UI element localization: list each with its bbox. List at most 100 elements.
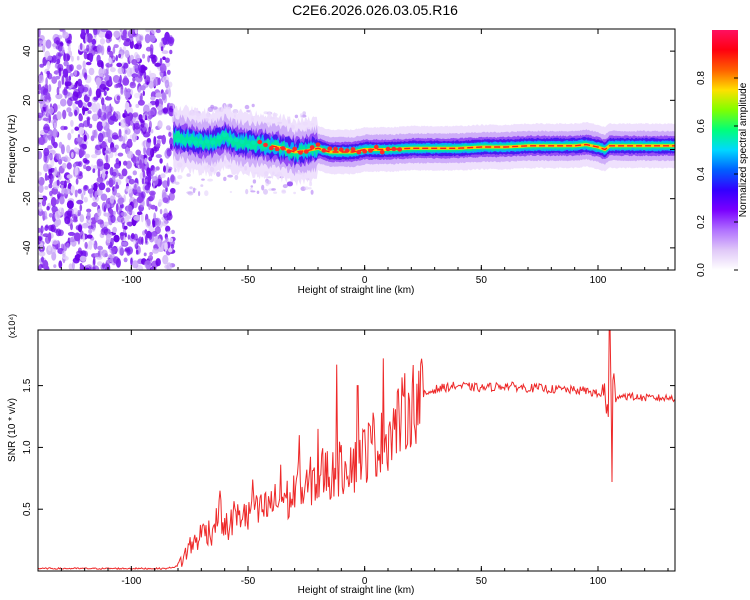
noise-speckle xyxy=(165,237,169,242)
noise-speckle xyxy=(43,154,48,163)
noise-speckle xyxy=(103,212,111,217)
noise-speckle xyxy=(132,112,139,118)
noise-speckle xyxy=(100,193,108,201)
ridge-dot xyxy=(344,148,350,153)
noise-speckle xyxy=(42,88,49,96)
noise-speckle xyxy=(69,33,72,38)
noise-speckle xyxy=(245,188,249,195)
spectrogram-y-label: Frequency (Hz) xyxy=(7,115,18,184)
noise-speckle xyxy=(126,204,133,215)
ridge-dot xyxy=(198,140,204,145)
noise-speckle xyxy=(78,161,83,167)
y-tick-label: 40 xyxy=(22,45,33,57)
noise-speckle xyxy=(64,156,71,163)
noise-speckle xyxy=(62,88,68,96)
noise-speckle xyxy=(95,144,103,151)
noise-speckle xyxy=(150,191,155,201)
noise-speckle xyxy=(69,73,74,77)
noise-speckle xyxy=(142,90,145,97)
ridge-dot xyxy=(356,150,362,155)
noise-speckle xyxy=(126,246,133,255)
noise-speckle xyxy=(132,155,137,164)
noise-speckle xyxy=(86,234,93,239)
noise-speckle xyxy=(38,171,42,177)
noise-speckle xyxy=(70,119,74,127)
noise-speckle xyxy=(132,132,137,143)
noise-speckle xyxy=(99,83,107,93)
noise-speckle xyxy=(129,119,133,126)
noise-speckle xyxy=(97,168,101,178)
noise-speckle xyxy=(227,174,234,178)
noise-speckle xyxy=(50,197,57,207)
noise-speckle xyxy=(117,197,124,205)
noise-speckle xyxy=(47,232,52,242)
noise-speckle xyxy=(61,187,68,197)
noise-speckle xyxy=(162,107,168,114)
noise-speckle xyxy=(74,166,79,176)
noise-speckle xyxy=(105,62,113,68)
noise-speckle xyxy=(79,73,83,79)
noise-speckle xyxy=(38,112,44,118)
noise-speckle xyxy=(127,138,132,143)
noise-speckle xyxy=(250,185,254,188)
ridge-dot xyxy=(338,147,344,152)
noise-speckle xyxy=(82,157,88,164)
noise-speckle xyxy=(152,248,159,254)
noise-speckle xyxy=(105,37,111,44)
noise-speckle xyxy=(86,33,93,44)
noise-speckle xyxy=(72,102,76,110)
noise-speckle xyxy=(41,256,44,263)
noise-speckle xyxy=(44,225,49,231)
noise-speckle xyxy=(137,154,145,165)
noise-speckle xyxy=(117,152,124,157)
noise-speckle xyxy=(123,194,126,203)
noise-speckle xyxy=(135,149,141,156)
noise-speckle xyxy=(63,126,68,130)
noise-speckle xyxy=(86,211,91,221)
noise-speckle xyxy=(86,116,91,121)
ridge-core xyxy=(270,143,675,154)
noise-speckle xyxy=(109,195,115,204)
spectrogram-x-label: Height of straight line (km) xyxy=(298,285,415,296)
noise-speckle xyxy=(66,107,72,113)
noise-speckle xyxy=(161,92,167,101)
noise-speckle xyxy=(131,73,138,78)
noise-speckle xyxy=(42,117,49,122)
noise-speckle xyxy=(105,154,109,163)
noise-speckle xyxy=(150,29,157,35)
noise-speckle xyxy=(74,109,78,117)
ridge-dot xyxy=(245,143,251,149)
noise-speckle xyxy=(110,214,116,224)
ridge-dot xyxy=(385,146,391,152)
ridge-dot xyxy=(362,149,368,154)
noise-speckle xyxy=(78,147,85,158)
noise-speckle xyxy=(143,252,147,257)
noise-speckle xyxy=(153,212,157,221)
noise-speckle xyxy=(86,44,90,52)
noise-speckle xyxy=(50,175,55,182)
x-tick-label: -100 xyxy=(121,275,141,286)
noise-speckle xyxy=(165,125,171,131)
y-tick-label: 0 xyxy=(22,146,33,152)
noise-speckle xyxy=(88,228,93,234)
noise-speckle xyxy=(112,46,116,54)
noise-speckle xyxy=(164,57,170,63)
noise-speckle xyxy=(155,154,162,159)
noise-speckle xyxy=(66,200,74,209)
noise-speckle xyxy=(66,162,72,170)
noise-speckle xyxy=(63,60,69,67)
noise-speckle xyxy=(66,242,70,249)
noise-speckle xyxy=(57,80,62,89)
noise-speckle xyxy=(62,31,69,39)
noise-speckle xyxy=(88,67,95,76)
noise-speckle xyxy=(119,232,125,237)
noise-speckle xyxy=(161,189,166,199)
noise-speckle xyxy=(48,84,52,93)
noise-speckle xyxy=(142,113,146,122)
noise-speckle xyxy=(160,46,164,52)
noise-speckle xyxy=(135,249,139,255)
colorbar-tick-label: 0.2 xyxy=(696,215,707,229)
noise-speckle xyxy=(64,81,72,87)
noise-speckle xyxy=(177,175,183,180)
noise-speckle xyxy=(246,110,251,113)
